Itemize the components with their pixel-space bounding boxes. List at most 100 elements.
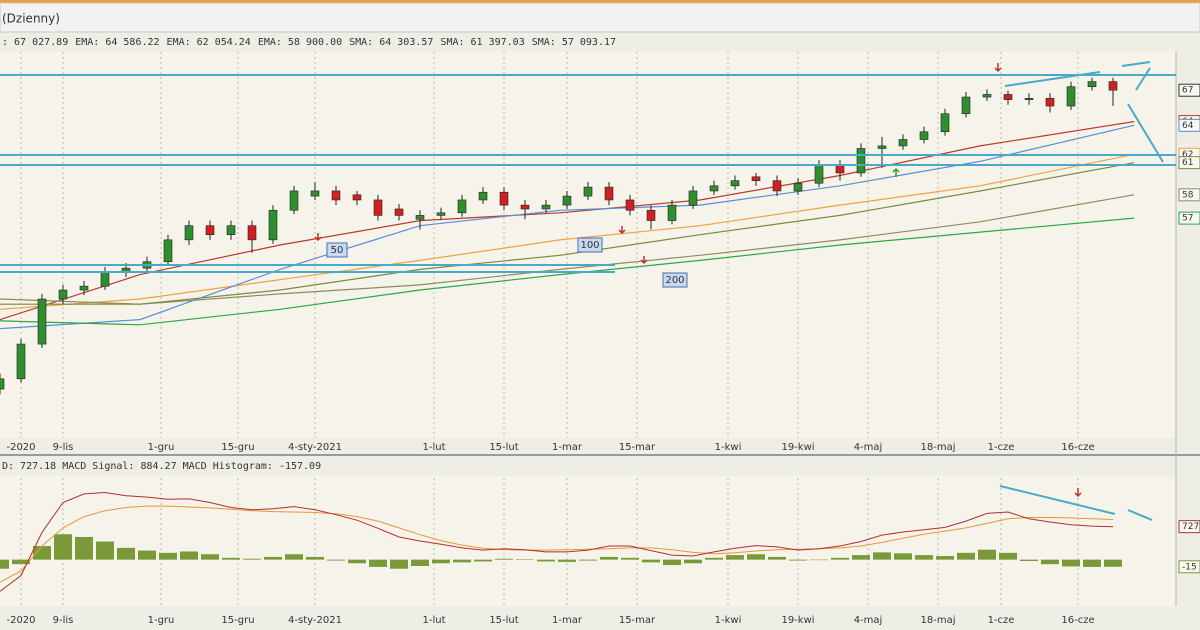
- window-title: (Dzienny): [2, 12, 60, 26]
- candle-body: [310, 190, 320, 197]
- candle-body: [457, 199, 467, 214]
- histogram-bar: [642, 559, 660, 563]
- x-tick-label: 4-sty-2021: [288, 615, 342, 626]
- macd-line: [0, 505, 1114, 583]
- end-label: 67: [1182, 86, 1193, 96]
- end-label-box: [1178, 156, 1200, 170]
- histogram-bar: [75, 536, 93, 560]
- histogram-bar: [222, 557, 240, 560]
- candle-body: [0, 378, 5, 390]
- histogram-bar: [411, 559, 429, 566]
- histogram-bar: [201, 554, 219, 560]
- sell-arrow: [1074, 488, 1082, 498]
- sell-arrow: [994, 63, 1002, 73]
- candle-body: [919, 131, 929, 140]
- annotation-box: [662, 272, 688, 288]
- trend-line: [1127, 103, 1164, 163]
- histogram-bar: [306, 556, 324, 560]
- candle-body: [562, 195, 572, 206]
- candle-body: [331, 190, 341, 201]
- annotation: 200: [665, 275, 684, 286]
- x-tick-label: 15-gru: [221, 615, 254, 626]
- candle-body: [415, 215, 425, 220]
- candle-body: [436, 212, 446, 216]
- moving-average-line: [0, 194, 1135, 305]
- x-tick-label: 18-maj: [921, 442, 956, 453]
- histogram-bar: [810, 559, 828, 561]
- x-tick-label: 1-cze: [988, 442, 1015, 453]
- candle-body: [772, 180, 782, 192]
- histogram-bar: [285, 554, 303, 560]
- title-bar: [0, 2, 1200, 33]
- histogram-bar: [579, 559, 597, 561]
- x-tick-label: 15-lut: [489, 442, 518, 453]
- histogram-bar: [264, 556, 282, 560]
- candle-body: [520, 204, 530, 210]
- legend-entry: EMA: 64 586.22: [75, 37, 159, 48]
- end-label-box: [1178, 211, 1200, 225]
- end-label-box: [1178, 83, 1200, 97]
- x-tick-label: 1-mar: [552, 442, 583, 453]
- annotation-box: [577, 237, 603, 253]
- candle-body: [478, 191, 488, 201]
- histogram-bar: [369, 559, 387, 567]
- x-tick-label: 9-lis: [53, 615, 74, 626]
- x-tick-label: 9-lis: [53, 442, 74, 453]
- end-label-box: [1178, 520, 1200, 534]
- sell-arrow: [314, 233, 322, 242]
- legend-entry: EMA: 58 900.00: [258, 37, 342, 48]
- candle-body: [835, 164, 845, 174]
- histogram-bar: [621, 557, 639, 560]
- x-tick-label: 1-cze: [988, 615, 1015, 626]
- histogram-bar: [243, 558, 261, 560]
- histogram-bar: [747, 554, 765, 560]
- x-tick-label: 1-lut: [422, 615, 445, 626]
- moving-average-line: [0, 153, 1135, 310]
- candle-body: [583, 186, 593, 197]
- window-border: [0, 0, 1200, 3]
- candle-body: [604, 186, 614, 201]
- legend-entry: SMA: 57 093.17: [532, 37, 616, 48]
- x-tick-label: 1-kwi: [715, 615, 742, 626]
- histogram-bar: [600, 556, 618, 560]
- histogram-bar: [978, 549, 996, 560]
- candle-body: [751, 176, 761, 181]
- end-label: 58: [1182, 190, 1194, 200]
- histogram-bar: [705, 557, 723, 560]
- histogram-bar: [33, 546, 51, 560]
- end-label-box: [1178, 188, 1200, 202]
- histogram-bar: [138, 550, 156, 560]
- macd-plot: [0, 478, 1122, 605]
- histogram-bar: [327, 559, 345, 561]
- candle-body: [205, 225, 215, 236]
- legend-entry: : 67 027.89: [2, 37, 68, 48]
- candle-body: [352, 194, 362, 201]
- candle-body: [1087, 81, 1097, 88]
- buy-arrow: [892, 167, 900, 177]
- candle-body: [646, 209, 656, 221]
- candle-body: [1066, 86, 1076, 107]
- end-label-box: [1178, 560, 1200, 574]
- candle-body: [730, 180, 740, 187]
- histogram-bar: [852, 555, 870, 560]
- moving-average-line: [0, 217, 1135, 326]
- histogram-bar: [348, 559, 366, 564]
- annotation-box: [326, 242, 348, 258]
- candle-body: [541, 204, 551, 210]
- x-tick-label: 1-kwi: [715, 442, 742, 453]
- x-tick-label: 16-cze: [1061, 615, 1094, 626]
- end-label: 57: [1182, 214, 1193, 224]
- candle-body: [667, 204, 677, 221]
- candle-body: [184, 225, 194, 241]
- histogram-bar: [936, 556, 954, 560]
- candle-body: [709, 185, 719, 192]
- histogram-bar: [684, 559, 702, 564]
- trend-line: [1004, 71, 1101, 87]
- candle-body: [247, 225, 257, 241]
- candle-body: [1003, 94, 1013, 100]
- histogram-bar: [768, 556, 786, 560]
- end-label: -15: [1182, 562, 1197, 572]
- moving-average-line: [0, 162, 1135, 305]
